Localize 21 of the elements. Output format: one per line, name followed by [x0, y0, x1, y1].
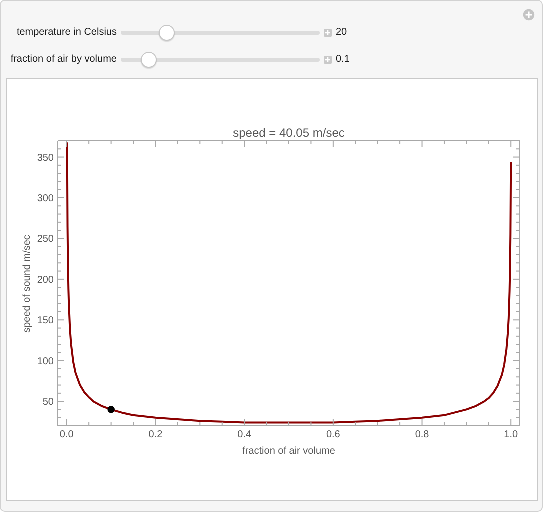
text: 20: [336, 26, 348, 38]
chart-title: speed = 40.05 m/sec: [233, 126, 345, 140]
y-tick-label: 50: [42, 397, 54, 408]
y-tick-label: 150: [37, 316, 54, 327]
x-tick-label: 0.8: [415, 430, 430, 440]
text: fraction of air by volume: [10, 54, 117, 64]
y-tick-label: 250: [37, 234, 54, 246]
x-tick-label: 0.4: [238, 430, 252, 440]
line-series: [66, 142, 512, 424]
y-axis-title: speed of sound m/sec: [22, 234, 33, 332]
text: 0.1: [336, 54, 350, 64]
x-tick-label: 0.6: [326, 430, 341, 440]
x-tick-label: 0.2: [148, 430, 164, 440]
x-tick-label: 1.0: [504, 430, 518, 440]
y-tick-label: 200: [37, 274, 54, 286]
y-tick-label: 350: [37, 152, 54, 164]
y-tick-label: 300: [37, 194, 54, 204]
text: temperature in Celsius: [16, 26, 117, 38]
x-tick-label: 0.0: [60, 430, 74, 440]
x-axis-title: fraction of air volume: [242, 446, 336, 457]
y-tick-label: 100: [37, 356, 54, 368]
